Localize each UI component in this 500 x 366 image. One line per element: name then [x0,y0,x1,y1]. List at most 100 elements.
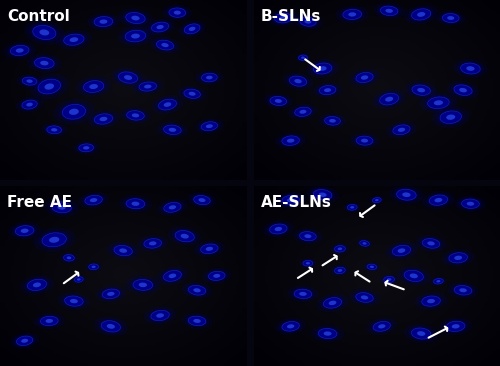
Text: Free AE: Free AE [8,195,72,210]
Ellipse shape [303,260,313,266]
Ellipse shape [348,205,357,210]
Ellipse shape [98,287,123,300]
Ellipse shape [6,43,32,57]
Ellipse shape [362,242,366,244]
Ellipse shape [118,195,152,213]
Ellipse shape [86,263,101,271]
Ellipse shape [162,43,168,47]
Ellipse shape [182,89,202,99]
Ellipse shape [293,288,313,299]
Ellipse shape [200,244,218,254]
Ellipse shape [329,119,336,123]
Ellipse shape [157,98,178,111]
Ellipse shape [270,96,286,105]
Text: AE-SLNs: AE-SLNs [261,195,332,210]
Ellipse shape [382,275,396,284]
Ellipse shape [201,122,218,131]
Ellipse shape [424,94,454,111]
Ellipse shape [155,40,175,51]
Ellipse shape [434,279,444,284]
Ellipse shape [90,198,98,202]
Ellipse shape [300,110,306,114]
Ellipse shape [269,96,288,106]
Ellipse shape [453,285,473,296]
Ellipse shape [296,230,320,243]
Ellipse shape [410,327,432,340]
Ellipse shape [147,308,173,323]
Ellipse shape [162,4,192,21]
Ellipse shape [304,234,312,238]
Ellipse shape [403,269,425,282]
Ellipse shape [197,242,222,255]
Ellipse shape [38,79,60,94]
Ellipse shape [417,331,426,336]
Ellipse shape [40,61,48,66]
Ellipse shape [442,319,468,333]
Ellipse shape [391,244,412,257]
Ellipse shape [392,187,420,202]
Ellipse shape [189,27,196,31]
Ellipse shape [299,292,306,296]
Ellipse shape [294,107,311,116]
Ellipse shape [16,336,33,346]
Ellipse shape [452,84,473,96]
Ellipse shape [352,291,376,304]
Ellipse shape [370,320,394,333]
Ellipse shape [198,71,220,83]
Ellipse shape [172,228,198,244]
Ellipse shape [60,103,87,120]
Ellipse shape [264,93,294,109]
Ellipse shape [400,268,427,284]
Text: Control: Control [8,9,70,24]
Ellipse shape [188,285,206,295]
Ellipse shape [29,73,70,100]
Ellipse shape [312,82,342,98]
Ellipse shape [454,195,486,212]
Ellipse shape [270,224,287,234]
Ellipse shape [142,238,163,249]
Ellipse shape [92,16,114,27]
Ellipse shape [37,230,71,250]
Ellipse shape [427,299,435,303]
Ellipse shape [156,313,164,318]
Ellipse shape [334,245,346,253]
Ellipse shape [342,8,363,20]
Ellipse shape [312,189,334,201]
Ellipse shape [132,279,154,291]
Ellipse shape [30,55,58,71]
Ellipse shape [153,38,177,52]
Ellipse shape [332,244,347,253]
Ellipse shape [44,124,64,135]
Ellipse shape [34,57,54,68]
Ellipse shape [44,198,79,217]
Ellipse shape [162,270,182,282]
Ellipse shape [287,139,294,143]
Ellipse shape [150,310,171,321]
Ellipse shape [301,259,315,267]
Ellipse shape [200,121,219,131]
Ellipse shape [336,5,369,23]
Ellipse shape [324,298,342,308]
Ellipse shape [124,198,146,210]
Ellipse shape [363,262,380,272]
Ellipse shape [462,199,479,209]
Ellipse shape [369,195,384,205]
Ellipse shape [312,62,334,75]
Ellipse shape [445,321,466,332]
Ellipse shape [184,314,210,328]
Ellipse shape [121,28,150,44]
Ellipse shape [466,202,474,206]
Ellipse shape [275,99,282,103]
Ellipse shape [32,227,76,253]
Ellipse shape [447,282,479,299]
Ellipse shape [33,25,56,40]
Ellipse shape [58,101,90,122]
Ellipse shape [158,99,176,110]
Ellipse shape [426,96,451,109]
Ellipse shape [287,285,319,302]
Ellipse shape [198,120,221,132]
Ellipse shape [311,324,344,343]
Ellipse shape [330,265,349,276]
Ellipse shape [428,241,434,246]
Ellipse shape [20,229,28,233]
